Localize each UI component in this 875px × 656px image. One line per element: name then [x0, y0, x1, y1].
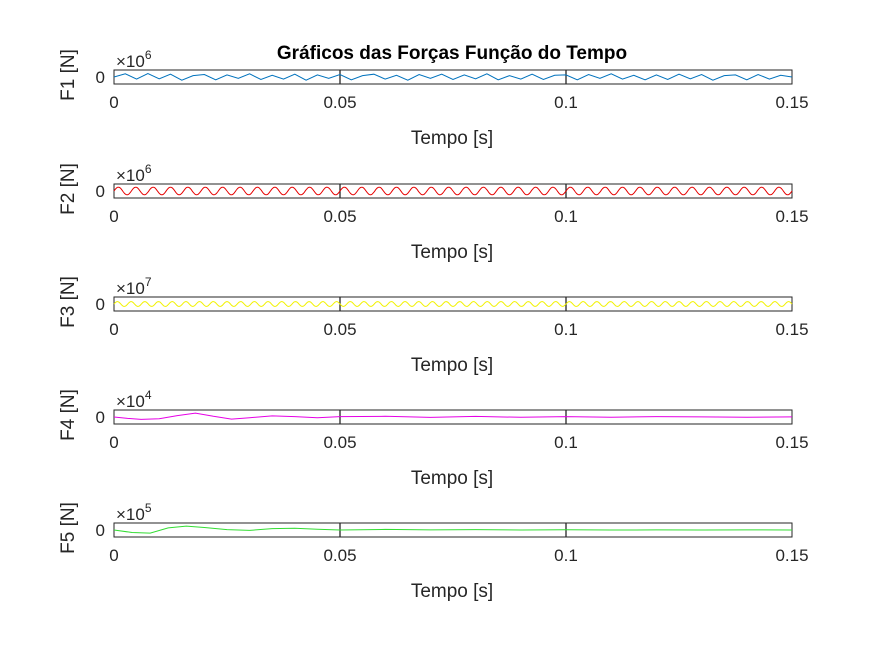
x-tick-label: 0.1	[554, 207, 578, 226]
series-line-5	[113, 525, 793, 534]
x-tick-label: 0.15	[775, 546, 808, 565]
x-tick-label: 0.1	[554, 433, 578, 452]
x-tick-label: 0.05	[323, 207, 356, 226]
x-tick-label: 0.05	[323, 320, 356, 339]
series-line-4	[113, 412, 793, 420]
y-exponent-label: ×104	[116, 388, 152, 411]
x-axis-label: Tempo [s]	[411, 355, 493, 376]
y-exponent-label: ×106	[116, 48, 152, 71]
y-tick-label: 0	[96, 521, 105, 540]
axes-box	[113, 69, 793, 85]
y-tick-label: 0	[96, 182, 105, 201]
y-axis-label: F5 [N]	[58, 502, 79, 554]
y-exponent-label: ×106	[116, 162, 152, 185]
subplot-4: 0 0.05 0.1 0.15 0 ×104 Tempo [s] F4 [N]	[58, 388, 809, 489]
subplot-1: 0 0.05 0.1 0.15 0 ×106 Tempo [s] F1 [N]	[58, 48, 809, 149]
y-tick-label: 0	[96, 68, 105, 87]
x-tick-label: 0	[109, 320, 118, 339]
subplot-3: 0 0.05 0.1 0.15 0 ×107 Tempo [s] F3 [N]	[58, 275, 809, 376]
y-tick-label: 0	[96, 408, 105, 427]
y-axis-label: F3 [N]	[58, 276, 79, 328]
subplot-2: 0 0.05 0.1 0.15 0 ×106 Tempo [s] F2 [N]	[58, 162, 809, 263]
x-axis-label: Tempo [s]	[411, 581, 493, 602]
x-axis-label: Tempo [s]	[411, 468, 493, 489]
x-tick-label: 0	[109, 93, 118, 112]
x-tick-label: 0.05	[323, 546, 356, 565]
x-tick-label: 0.15	[775, 207, 808, 226]
x-tick-label: 0	[109, 546, 118, 565]
y-axis-label: F2 [N]	[58, 163, 79, 215]
x-tick-label: 0	[109, 207, 118, 226]
x-tick-label: 0.05	[323, 93, 356, 112]
x-tick-label: 0.15	[775, 320, 808, 339]
y-axis-label: F4 [N]	[58, 389, 79, 441]
x-tick-label: 0.1	[554, 320, 578, 339]
x-axis-label: Tempo [s]	[411, 128, 493, 149]
x-tick-label: 0.1	[554, 93, 578, 112]
axes-box	[113, 296, 793, 312]
x-tick-label: 0.1	[554, 546, 578, 565]
y-axis-label: F1 [N]	[58, 49, 79, 101]
y-exponent-label: ×105	[116, 501, 152, 524]
y-tick-label: 0	[96, 295, 105, 314]
series-line-3	[113, 301, 793, 307]
x-tick-label: 0.05	[323, 433, 356, 452]
subplots: 0 0.05 0.1 0.15 0 ×106 Tempo [s] F1 [N] 0 0.05 0.1…	[58, 48, 809, 602]
x-tick-label: 0	[109, 433, 118, 452]
series-line-1	[113, 72, 793, 81]
y-exponent-label: ×107	[116, 275, 152, 298]
x-tick-label: 0.15	[775, 433, 808, 452]
x-tick-label: 0.15	[775, 93, 808, 112]
x-axis-label: Tempo [s]	[411, 242, 493, 263]
series-line-2	[113, 186, 793, 196]
figure-title: Gráficos das Forças Função do Tempo	[277, 43, 627, 64]
subplot-5: 0 0.05 0.1 0.15 0 ×105 Tempo [s] F5 [N]	[58, 501, 809, 602]
